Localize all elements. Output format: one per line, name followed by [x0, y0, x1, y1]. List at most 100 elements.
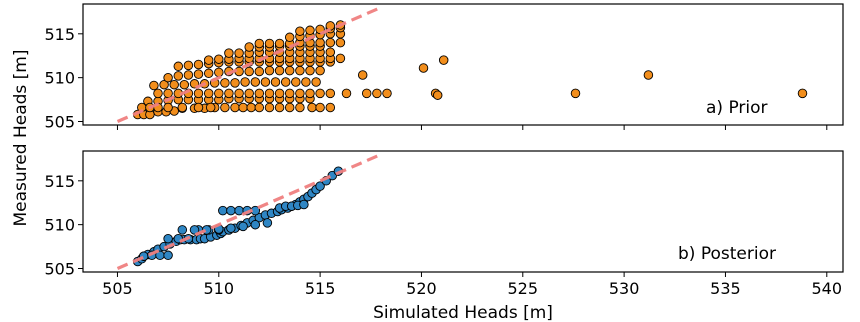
panel-posterior: 505 510 515 505 510 515 520 525 530 535 540 b) Po… — [44, 150, 844, 298]
prior-point — [341, 88, 352, 99]
y-tick-label: 510 — [44, 216, 75, 235]
prior-point — [325, 102, 336, 113]
prior-point — [254, 88, 265, 99]
prior-point — [372, 88, 382, 99]
x-tick-label: 535 — [710, 279, 741, 298]
prior-point — [234, 88, 244, 99]
prior-point — [432, 90, 443, 100]
posterior-point — [163, 250, 173, 261]
prior-point — [264, 65, 275, 76]
prior-point — [254, 38, 265, 49]
prior-point — [361, 88, 372, 99]
prior-point — [183, 60, 194, 71]
posterior-point — [177, 225, 188, 235]
prior-point — [325, 37, 336, 48]
prior-point — [224, 88, 234, 99]
posterior-point — [262, 218, 273, 228]
y-tick-label: 510 — [44, 69, 75, 88]
posterior-point — [315, 181, 325, 191]
prior-point — [203, 68, 214, 79]
prior-point — [254, 66, 265, 77]
prior-point — [335, 53, 346, 64]
prior-point — [301, 77, 311, 87]
prior-point — [203, 55, 214, 65]
prior-point — [163, 102, 173, 113]
prior-point — [205, 102, 216, 113]
prior-one-to-one-line — [116, 6, 382, 123]
x-tick-label: 505 — [102, 279, 133, 298]
prior-point — [570, 88, 581, 99]
prior-point — [264, 38, 275, 49]
prior-point — [325, 47, 336, 57]
prior-point — [260, 77, 271, 87]
prior-y-ticks: 505 510 515 — [44, 25, 828, 131]
x-tick-label: 515 — [305, 279, 336, 298]
prior-point — [169, 79, 179, 90]
prior-point — [193, 88, 204, 99]
prior-point — [234, 48, 244, 58]
prior-axes-frame — [82, 3, 844, 126]
posterior-scatter — [116, 153, 382, 270]
prior-point — [418, 63, 429, 73]
prior-point — [193, 102, 204, 113]
prior-point — [230, 78, 240, 88]
x-tick-label: 530 — [609, 279, 640, 298]
prior-point — [220, 102, 230, 113]
prior-point — [284, 102, 295, 113]
prior-point — [315, 65, 325, 76]
prior-point — [220, 78, 230, 88]
x-tick-label: 510 — [204, 279, 235, 298]
prior-point — [159, 79, 169, 90]
prior-point — [244, 66, 254, 77]
prior-point — [149, 80, 159, 91]
prior-point — [295, 65, 305, 76]
prior-point — [643, 70, 654, 80]
prior-point — [291, 77, 301, 87]
prior-scatter — [116, 6, 808, 123]
prior-point — [325, 21, 336, 31]
prior-point — [274, 65, 285, 76]
prior-point — [179, 79, 190, 90]
posterior-point — [218, 205, 228, 216]
prior-point — [305, 25, 315, 36]
prior-point — [274, 38, 285, 49]
posterior-axes-frame — [82, 150, 844, 273]
y-axis-title: Measured Heads [m] — [11, 50, 31, 227]
posterior-point — [189, 225, 200, 235]
posterior-panel-label: b) Posterior — [678, 244, 776, 264]
prior-point — [315, 37, 325, 48]
prior-point — [315, 102, 325, 113]
prior-point — [163, 88, 173, 99]
posterior-point — [163, 233, 173, 244]
prior-point — [274, 88, 285, 99]
prior-point — [357, 70, 368, 80]
prior-point — [295, 26, 305, 36]
prior-point — [254, 102, 265, 113]
prior-point — [193, 69, 204, 79]
prior-point — [214, 54, 224, 64]
prior-point — [284, 32, 295, 43]
posterior-point — [226, 223, 236, 233]
y-tick-label: 515 — [44, 172, 75, 191]
prior-point — [177, 102, 188, 113]
prior-point — [214, 67, 224, 78]
posterior-x-ticks: 505 510 515 520 525 530 535 540 — [102, 272, 842, 298]
prior-point — [295, 102, 305, 113]
prior-point — [315, 88, 325, 99]
x-tick-label: 540 — [812, 279, 843, 298]
prior-point — [244, 88, 254, 99]
prior-point — [193, 59, 204, 70]
x-tick-label: 520 — [406, 279, 437, 298]
prior-point — [224, 48, 234, 58]
prior-point — [173, 61, 184, 72]
posterior-point — [226, 205, 236, 216]
prior-panel-label: a) Prior — [706, 98, 768, 118]
prior-point — [238, 102, 248, 113]
prior-point — [153, 88, 163, 99]
posterior-one-to-one-line — [116, 153, 382, 270]
prior-point — [183, 70, 194, 80]
prior-point — [280, 77, 291, 87]
prior-point — [311, 77, 321, 87]
prior-point — [307, 102, 317, 113]
